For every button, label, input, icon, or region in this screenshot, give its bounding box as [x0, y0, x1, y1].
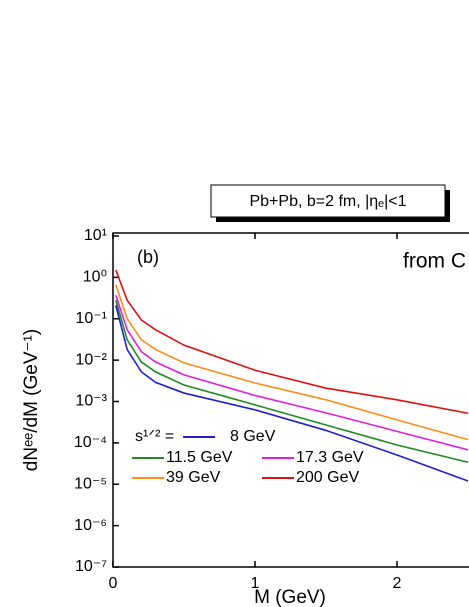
side-text: from C	[403, 250, 466, 273]
x-axis-label: M (GeV)	[254, 587, 326, 607]
legend-label: 200 GeV	[296, 469, 359, 486]
y-tick-label: 10⁻¹	[75, 310, 107, 327]
y-tick-label: 10⁻³	[75, 393, 107, 410]
series-line	[115, 284, 469, 441]
y-tick-label: 10⁻²	[75, 351, 107, 368]
y-tick-label: 10⁻⁷	[75, 558, 107, 575]
y-tick-label: 10⁻⁴	[74, 434, 107, 451]
legend-label: 8 GeV	[230, 428, 276, 445]
x-tick-label: 0	[109, 575, 118, 592]
x-tick-label: 2	[393, 575, 402, 592]
legend-label: 11.5 GeV	[166, 449, 233, 466]
series-line	[115, 294, 469, 451]
annotation: Pb+Pb, b=2 fm, |ηₑ|<1	[249, 193, 406, 210]
plot-frame	[112, 232, 469, 568]
legend-title: s¹ᐟ² =	[135, 428, 174, 445]
y-tick-label: 10⁻⁵	[74, 475, 107, 492]
y-tick-label: 10⁻⁶	[74, 517, 107, 534]
x-tick-label: 1	[251, 575, 260, 592]
annotation-box	[210, 184, 446, 218]
panel-label: (b)	[137, 247, 159, 267]
y-tick-label: 10⁰	[83, 269, 107, 286]
y-tick-label: 10¹	[84, 227, 107, 244]
legend-label: 39 GeV	[166, 469, 221, 486]
legend-label: 17.3 GeV	[296, 449, 364, 466]
series-line	[115, 269, 469, 415]
y-axis-label: dNᵉᵉ/dM (GeV⁻¹)	[21, 329, 42, 471]
series-line	[115, 300, 469, 464]
series-line	[115, 305, 469, 482]
